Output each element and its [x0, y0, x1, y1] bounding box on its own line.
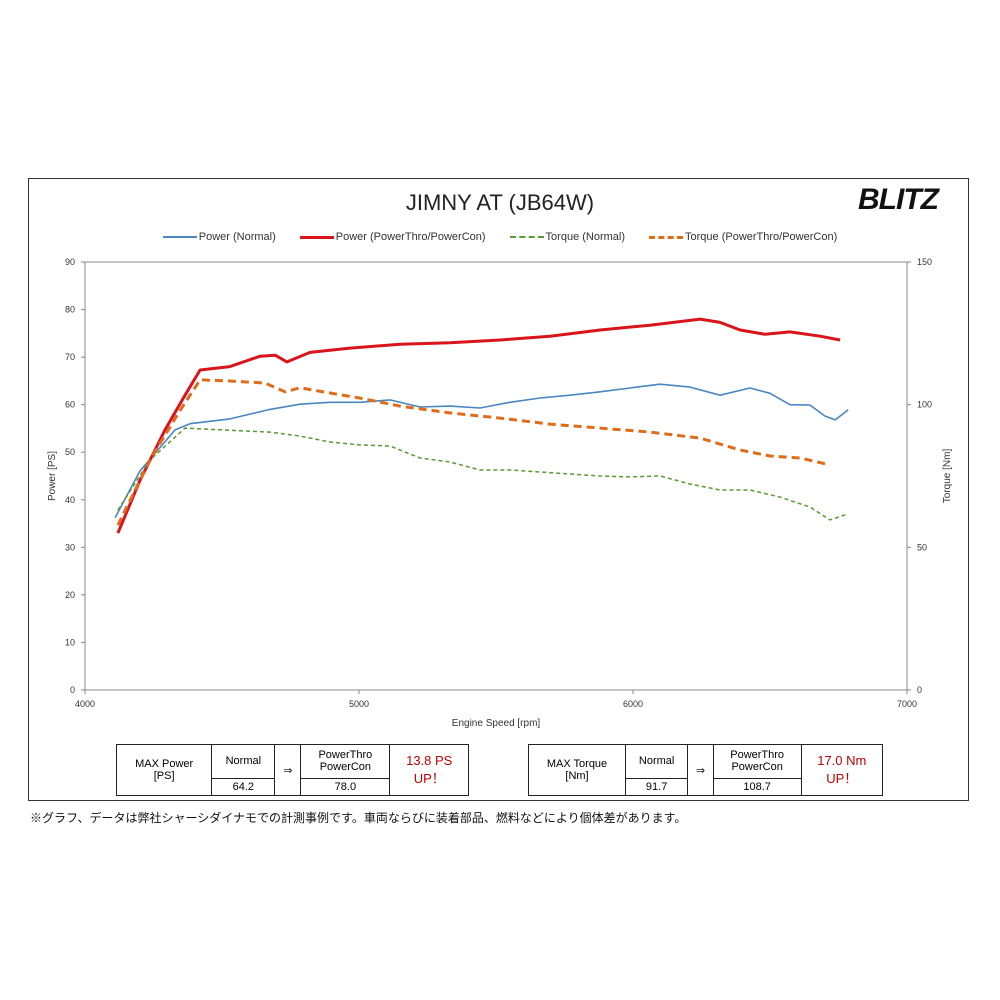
- y-tick-label: 50: [65, 447, 75, 457]
- legend-power-normal: Power (Normal): [162, 231, 276, 243]
- x-tick-label: 7000: [897, 699, 917, 709]
- tuned-label: PowerThro PowerCon: [712, 744, 802, 779]
- y-tick-label: 20: [65, 590, 75, 600]
- normal-label: Normal: [625, 744, 689, 779]
- x-tick-label: 6000: [623, 699, 643, 709]
- plot-area: [84, 261, 908, 691]
- normal-power-value: 64.2: [211, 777, 276, 797]
- y-tick-label: 30: [65, 542, 75, 552]
- y-tick-label: 10: [65, 637, 75, 647]
- x-tick-label: 5000: [349, 699, 369, 709]
- series-line-0: [114, 383, 849, 519]
- y-tick-label: 60: [65, 400, 75, 410]
- x-tick-label: 4000: [75, 699, 95, 709]
- y2-tick-label: 150: [917, 257, 932, 267]
- y-tick-label: 0: [70, 685, 75, 695]
- tuned-torque-value: 108.7: [712, 777, 802, 797]
- y-tick-label: 40: [65, 495, 75, 505]
- legend-torque-normal: Torque (Normal): [509, 231, 626, 243]
- y2-axis-label: Torque [Nm]: [942, 449, 953, 504]
- max-power-table: MAX Power [PS] Normal ⇒ PowerThro PowerCon…: [115, 744, 469, 797]
- y-axis-label: Power [PS]: [47, 451, 58, 501]
- legend-label: Torque (Normal): [545, 231, 626, 243]
- legend-label: Torque (PowerThro/PowerCon): [685, 231, 838, 243]
- series-line-1: [116, 317, 841, 534]
- legend-torque-tuned: Torque (PowerThro/PowerCon): [649, 231, 837, 243]
- y-tick-label: 70: [65, 352, 75, 362]
- legend-power-tuned: Power (PowerThro/PowerCon): [299, 231, 486, 243]
- torque-gain: 17.0 Nm UP！: [800, 744, 884, 796]
- legend-label: Power (Normal): [198, 231, 276, 243]
- y-tick-label: 80: [65, 305, 75, 315]
- power-label: MAX Power [PS]: [115, 744, 213, 796]
- chart-title: JIMNY AT (JB64W): [405, 190, 595, 215]
- chart-frame: [28, 178, 969, 801]
- torque-label: MAX Torque [Nm]: [527, 744, 627, 796]
- y-tick-label: 90: [65, 257, 75, 267]
- y2-tick-label: 0: [917, 685, 922, 695]
- y2-tick-label: 50: [917, 542, 927, 552]
- arrow: ⇒: [687, 744, 714, 796]
- y2-tick-label: 100: [917, 400, 932, 410]
- normal-label: Normal: [211, 744, 276, 779]
- legend-label: Power (PowerThro/PowerCon): [335, 231, 486, 243]
- tuned-power-value: 78.0: [300, 777, 391, 797]
- footnote: ※グラフ、データは弊社シャーシダイナモでの計測事例です。車両ならびに装着部品、燃…: [30, 811, 687, 825]
- power-gain: 13.8 PS UP！: [389, 744, 469, 796]
- max-torque-table: MAX Torque [Nm] Normal ⇒ PowerThro PowerCo…: [527, 744, 884, 797]
- series-line-2: [117, 427, 849, 521]
- normal-torque-value: 91.7: [625, 777, 689, 797]
- blitz-logo: BLITZ: [858, 183, 939, 216]
- arrow: ⇒: [274, 744, 302, 796]
- x-axis-label: Engine Speed [rpm]: [452, 718, 541, 729]
- series-line-3: [116, 378, 831, 526]
- legend: Power (Normal) Power (PowerThro/PowerCon…: [0, 231, 1000, 243]
- tuned-label: PowerThro PowerCon: [300, 744, 391, 779]
